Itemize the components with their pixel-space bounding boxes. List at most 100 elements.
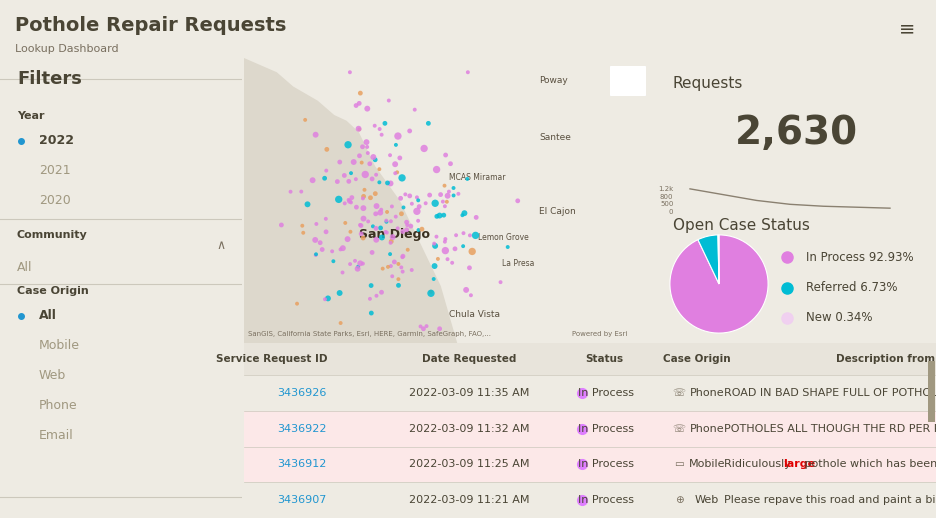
- Point: [428, 199, 443, 207]
- Point: [369, 292, 384, 300]
- Point: [354, 221, 369, 229]
- Point: [352, 99, 367, 108]
- Point: [391, 281, 406, 290]
- Text: 2022-03-09 11:21 AM: 2022-03-09 11:21 AM: [409, 495, 529, 505]
- Text: Case Origin: Case Origin: [17, 286, 89, 296]
- Point: [353, 221, 368, 229]
- Text: 2022-03-09 11:25 AM: 2022-03-09 11:25 AM: [409, 459, 529, 469]
- Point: [428, 242, 443, 250]
- Point: [384, 237, 399, 246]
- Text: 3436926: 3436926: [278, 388, 327, 398]
- Point: [358, 170, 373, 179]
- Point: [360, 217, 375, 225]
- Point: [372, 178, 387, 186]
- Text: Phone: Phone: [38, 399, 78, 412]
- Point: [433, 191, 448, 199]
- Point: [432, 211, 447, 220]
- Point: [423, 289, 438, 297]
- Point: [400, 221, 415, 229]
- Point: [411, 217, 426, 225]
- Text: 2,630: 2,630: [735, 114, 857, 152]
- Text: ☏: ☏: [672, 388, 685, 398]
- Point: [457, 209, 472, 218]
- Bar: [244, 343, 936, 375]
- Text: Year: Year: [17, 111, 44, 121]
- Text: New 0.34%: New 0.34%: [806, 311, 872, 324]
- Bar: [928, 361, 935, 422]
- Point: [373, 224, 388, 232]
- Point: [335, 244, 350, 252]
- Point: [356, 260, 371, 268]
- Point: [308, 131, 323, 139]
- Point: [419, 322, 434, 330]
- Text: large: large: [783, 459, 815, 469]
- Point: [349, 203, 364, 211]
- Text: Mobile: Mobile: [38, 339, 80, 352]
- Point: [411, 196, 426, 205]
- Point: [442, 188, 457, 196]
- Point: [404, 266, 419, 274]
- Point: [309, 250, 324, 258]
- Point: [399, 218, 414, 226]
- Text: Lookup Dashboard: Lookup Dashboard: [15, 44, 119, 54]
- Point: [468, 231, 483, 239]
- Point: [352, 125, 367, 134]
- Text: Date Requested: Date Requested: [422, 354, 516, 364]
- Text: La Presa: La Presa: [503, 258, 534, 268]
- Point: [463, 291, 478, 299]
- Point: [439, 197, 454, 206]
- Point: [351, 263, 366, 271]
- Point: [354, 159, 369, 167]
- Point: [383, 179, 398, 188]
- Point: [421, 119, 436, 127]
- Text: All: All: [38, 309, 56, 322]
- Point: [393, 194, 408, 203]
- Point: [461, 68, 475, 76]
- Text: Community: Community: [17, 231, 88, 240]
- Point: [423, 287, 438, 296]
- Point: [394, 263, 409, 271]
- Point: [456, 242, 471, 250]
- Text: Service Request ID: Service Request ID: [215, 354, 327, 364]
- Point: [390, 132, 405, 140]
- Point: [353, 259, 368, 267]
- Point: [341, 196, 356, 204]
- Point: [385, 272, 400, 280]
- Point: [411, 226, 426, 234]
- Text: SanGIS, California State Parks, Esri, HERE, Garmin, SafeGraph, FAO,...: SanGIS, California State Parks, Esri, HE…: [248, 332, 491, 337]
- Text: Chula Vista: Chula Vista: [449, 310, 500, 319]
- Point: [427, 262, 442, 270]
- Point: [343, 227, 358, 236]
- Text: ∧: ∧: [216, 239, 225, 252]
- Point: [343, 68, 358, 76]
- Point: [380, 179, 395, 187]
- Text: 800: 800: [660, 194, 673, 199]
- Point: [440, 192, 455, 200]
- Point: [356, 234, 371, 242]
- Point: [359, 105, 374, 113]
- Point: [418, 199, 433, 207]
- Point: [365, 248, 380, 256]
- Text: In Process: In Process: [578, 495, 634, 505]
- Wedge shape: [698, 235, 719, 284]
- Point: [372, 165, 387, 174]
- Point: [351, 124, 366, 133]
- Wedge shape: [718, 235, 719, 284]
- Point: [493, 278, 508, 286]
- Point: [422, 191, 437, 199]
- Point: [388, 169, 402, 177]
- Point: [369, 224, 384, 233]
- Point: [392, 154, 407, 162]
- Point: [398, 190, 413, 198]
- Point: [445, 258, 460, 267]
- Text: Powered by Esri: Powered by Esri: [572, 332, 627, 337]
- Text: pothole which has been th...: pothole which has been th...: [801, 459, 936, 469]
- Point: [356, 204, 371, 212]
- Point: [332, 158, 347, 166]
- Point: [402, 192, 417, 200]
- Text: Lemon Grove: Lemon Grove: [477, 233, 529, 242]
- Point: [462, 264, 477, 272]
- Point: [340, 235, 355, 243]
- Text: 2022: 2022: [38, 134, 74, 147]
- Point: [384, 262, 399, 270]
